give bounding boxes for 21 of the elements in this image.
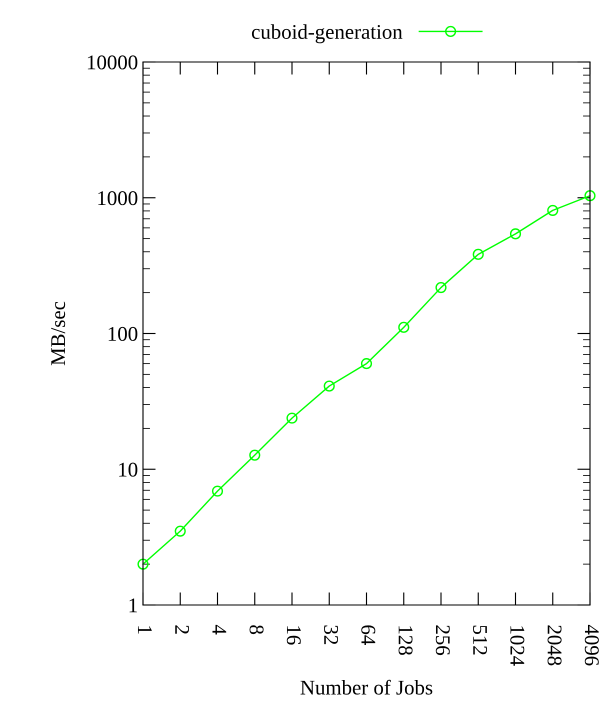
x-tick-label: 1	[138, 626, 152, 634]
y-tick-label: 10	[119, 462, 138, 477]
x-axis-title: Number of Jobs	[300, 680, 432, 695]
legend-label: cuboid-generation	[252, 24, 402, 44]
x-tick-label: 64	[361, 625, 376, 645]
x-tick-label: 256	[436, 625, 450, 656]
x-tick-label: 4096	[584, 624, 599, 666]
y-axis-title: MB/sec	[51, 302, 66, 366]
y-tick-label: 1000	[98, 191, 138, 206]
x-tick-label: 128	[398, 626, 413, 655]
x-tick-label: 32	[324, 625, 338, 644]
x-tick-label: 4	[212, 624, 226, 635]
x-tick-label: 8	[250, 625, 264, 634]
y-tick-label: 10000	[88, 55, 138, 70]
x-tick-label: 2048	[548, 625, 562, 666]
x-tick-label: 1024	[510, 626, 524, 666]
x-tick-label: 16	[286, 626, 301, 645]
x-tick-label: 2	[175, 625, 190, 634]
y-tick-label: 100	[108, 326, 138, 341]
y-tick-label: 1	[130, 598, 137, 612]
x-tick-label: 512	[473, 626, 488, 655]
